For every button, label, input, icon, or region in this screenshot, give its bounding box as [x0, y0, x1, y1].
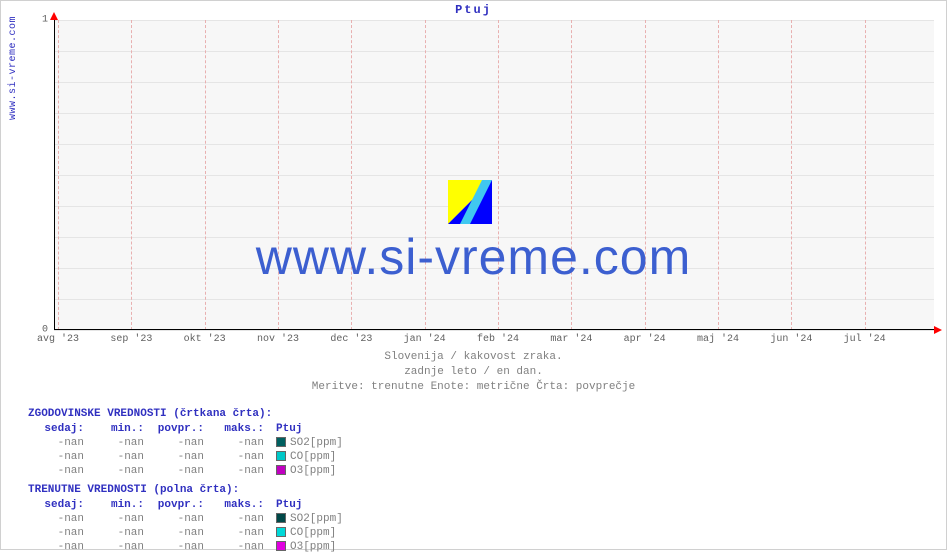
historical-title: ZGODOVINSKE VREDNOSTI (črtkana črta): [28, 408, 378, 420]
x-tick-label: okt '23 [184, 334, 226, 345]
current-table: sedaj:min.:povpr.:maks.:Ptuj-nan-nan-nan… [28, 498, 378, 554]
table-cell: -nan [208, 512, 268, 526]
series-cell: CO[ppm] [268, 526, 378, 540]
table-cell: -nan [28, 464, 88, 478]
x-tick-label: avg '23 [37, 334, 79, 345]
table-cell: -nan [88, 436, 148, 450]
table-cell: -nan [88, 512, 148, 526]
table-header: maks.: [208, 498, 268, 512]
table-row: -nan-nan-nan-nanSO2[ppm] [28, 436, 378, 450]
table-header: povpr.: [148, 498, 208, 512]
table-header: povpr.: [148, 422, 208, 436]
table-cell: -nan [208, 526, 268, 540]
series-cell: SO2[ppm] [268, 512, 378, 526]
table-header: maks.: [208, 422, 268, 436]
table-row: -nan-nan-nan-nanO3[ppm] [28, 540, 378, 554]
chart-title: Ptuj [0, 3, 947, 17]
historical-table: sedaj:min.:povpr.:maks.:Ptuj-nan-nan-nan… [28, 422, 378, 478]
table-cell: -nan [208, 464, 268, 478]
table-row: -nan-nan-nan-nanSO2[ppm] [28, 512, 378, 526]
table-cell: -nan [88, 526, 148, 540]
table-header: sedaj: [28, 498, 88, 512]
legend-tables: ZGODOVINSKE VREDNOSTI (črtkana črta): se… [28, 402, 378, 554]
table-header: min.: [88, 498, 148, 512]
table-cell: -nan [28, 436, 88, 450]
table-row: -nan-nan-nan-nanCO[ppm] [28, 450, 378, 464]
color-swatch [276, 451, 286, 461]
watermark-text: www.si-vreme.com [0, 228, 947, 286]
subtitle-line-2: zadnje leto / en dan. [0, 365, 947, 380]
x-tick-label: jan '24 [404, 334, 446, 345]
table-cell: -nan [28, 526, 88, 540]
color-swatch [276, 513, 286, 523]
current-title: TRENUTNE VREDNOSTI (polna črta): [28, 484, 378, 496]
series-cell: O3[ppm] [268, 464, 378, 478]
series-cell: SO2[ppm] [268, 436, 378, 450]
table-cell: -nan [148, 464, 208, 478]
color-swatch [276, 527, 286, 537]
table-cell: -nan [88, 540, 148, 554]
source-side-label: www.si-vreme.com [8, 16, 19, 120]
site-logo [448, 180, 492, 224]
y-axis-arrow [50, 12, 58, 20]
table-header: Ptuj [268, 422, 378, 436]
table-row: -nan-nan-nan-nanCO[ppm] [28, 526, 378, 540]
table-cell: -nan [148, 450, 208, 464]
table-cell: -nan [148, 526, 208, 540]
table-cell: -nan [148, 540, 208, 554]
table-cell: -nan [148, 436, 208, 450]
table-cell: -nan [88, 450, 148, 464]
x-tick-label: nov '23 [257, 334, 299, 345]
x-tick-label: mar '24 [550, 334, 592, 345]
subtitle-line-3: Meritve: trenutne Enote: metrične Črta: … [0, 380, 947, 395]
table-cell: -nan [208, 436, 268, 450]
table-cell: -nan [28, 512, 88, 526]
x-axis-arrow [934, 326, 942, 334]
table-row: -nan-nan-nan-nanO3[ppm] [28, 464, 378, 478]
color-swatch [276, 465, 286, 475]
table-header: Ptuj [268, 498, 378, 512]
x-axis-line [54, 329, 934, 330]
x-tick-label: maj '24 [697, 334, 739, 345]
x-tick-label: jul '24 [844, 334, 886, 345]
table-cell: -nan [208, 450, 268, 464]
color-swatch [276, 437, 286, 447]
series-cell: O3[ppm] [268, 540, 378, 554]
table-header: sedaj: [28, 422, 88, 436]
x-tick-label: feb '24 [477, 334, 519, 345]
x-tick-label: jun '24 [770, 334, 812, 345]
y-tick-label: 1 [42, 15, 48, 26]
table-cell: -nan [28, 450, 88, 464]
table-cell: -nan [88, 464, 148, 478]
series-cell: CO[ppm] [268, 450, 378, 464]
subtitle-line-1: Slovenija / kakovost zraka. [0, 350, 947, 365]
x-tick-label: apr '24 [624, 334, 666, 345]
table-header: min.: [88, 422, 148, 436]
table-cell: -nan [28, 540, 88, 554]
chart-subtitle: Slovenija / kakovost zraka. zadnje leto … [0, 350, 947, 395]
table-cell: -nan [148, 512, 208, 526]
x-tick-label: dec '23 [330, 334, 372, 345]
x-tick-label: sep '23 [110, 334, 152, 345]
table-cell: -nan [208, 540, 268, 554]
